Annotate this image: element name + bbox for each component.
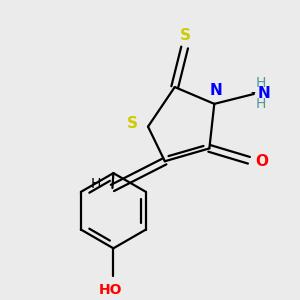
Text: -: - — [250, 87, 255, 101]
Text: HO: HO — [99, 283, 122, 297]
Text: H: H — [256, 76, 266, 90]
Text: N: N — [257, 86, 270, 101]
Text: H: H — [256, 97, 266, 111]
Text: H: H — [90, 177, 100, 191]
Text: S: S — [127, 116, 138, 131]
Text: O: O — [255, 154, 268, 169]
Text: S: S — [180, 28, 191, 43]
Text: N: N — [210, 83, 223, 98]
